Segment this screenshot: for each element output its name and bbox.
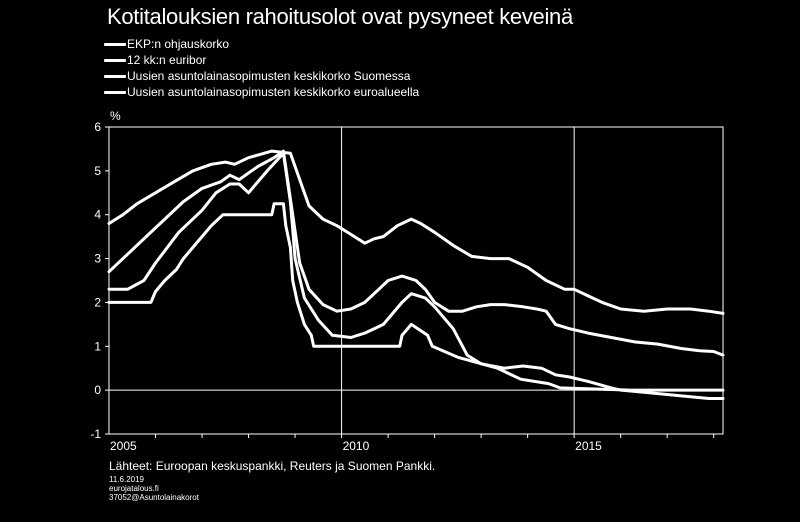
publish-date: 11.6.2019 bbox=[109, 475, 144, 484]
legend-swatch bbox=[104, 74, 126, 78]
series-line-2 bbox=[107, 151, 725, 400]
legend-label: Uusien asuntolainasopimusten keskikorko … bbox=[127, 69, 411, 83]
legend-label: EKP:n ohjauskorko bbox=[127, 37, 230, 51]
y-tick-label: -1 bbox=[90, 427, 101, 441]
y-tick-label: 0 bbox=[94, 383, 101, 397]
legend-label: Uusien asuntolainasopimusten keskikorko … bbox=[127, 85, 420, 99]
chart-title: Kotitalouksien rahoitusolot ovat pysynee… bbox=[107, 4, 573, 29]
legend-swatch bbox=[104, 58, 126, 62]
series-line-3 bbox=[107, 149, 725, 357]
x-tick-label: 2010 bbox=[343, 439, 370, 453]
y-tick-label: 4 bbox=[94, 208, 101, 222]
plot-frame bbox=[108, 126, 724, 435]
gridlines bbox=[341, 127, 575, 434]
tick-labels: 6 5 4 3 2 1 0 -1% 2005 2010 2015 bbox=[90, 109, 602, 453]
series-lines bbox=[107, 149, 725, 400]
legend-label: 12 kk:n euribor bbox=[127, 53, 207, 67]
x-tick-label: 2015 bbox=[575, 439, 602, 453]
y-tick-label: 1 bbox=[94, 339, 101, 353]
y-tick-label: 5 bbox=[94, 164, 101, 178]
chart-legend: EKP:n ohjauskorko 12 kk:n euribor Uusien… bbox=[104, 36, 419, 100]
series-line-4 bbox=[107, 149, 725, 315]
y-tick-label: 6 bbox=[94, 120, 101, 134]
legend-swatch bbox=[104, 90, 126, 94]
y-tick-label: 2 bbox=[94, 295, 101, 309]
source-note: Lähteet: Euroopan keskuspankki, Reuters … bbox=[109, 459, 436, 473]
chart-code: 37052@Asuntolainakorot bbox=[109, 493, 199, 502]
legend-item-euro-area: Uusien asuntolainasopimusten keskikorko … bbox=[104, 84, 419, 100]
legend-item-finland: Uusien asuntolainasopimusten keskikorko … bbox=[104, 68, 419, 84]
legend-item-euribor: 12 kk:n euribor bbox=[104, 52, 419, 68]
y-axis-label: % bbox=[110, 109, 121, 123]
legend-swatch bbox=[104, 42, 126, 46]
site-name: eurojatalous.fi bbox=[109, 484, 159, 493]
series-line-1 bbox=[107, 202, 725, 392]
x-tick-label: 2005 bbox=[110, 439, 137, 453]
y-tick-label: 3 bbox=[94, 252, 101, 266]
legend-item-ekp: EKP:n ohjauskorko bbox=[104, 36, 419, 52]
